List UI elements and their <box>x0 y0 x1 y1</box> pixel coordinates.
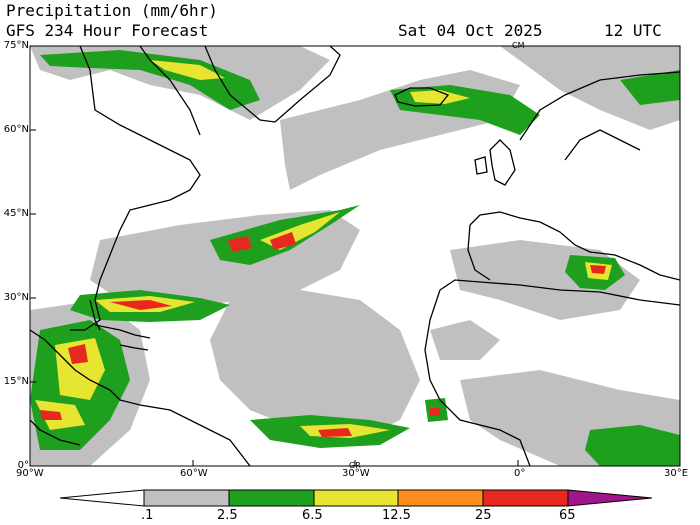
very-heavy-precip-areas <box>40 232 606 437</box>
lon-label-30w: 30°W <box>342 468 370 479</box>
colorbar-band-moderate <box>228 489 315 507</box>
axis-ticks <box>30 129 519 466</box>
lat-label-0: 0° <box>17 460 29 471</box>
colorbar-label-2: 6.5 <box>302 508 323 523</box>
lat-label-45n: 45°N <box>3 208 29 219</box>
lon-label-60w: 60°W <box>180 468 208 479</box>
chart-title: Precipitation (mm/6hr) <box>6 1 218 20</box>
colorbar-band-light <box>143 489 230 507</box>
lat-label-15n: 15°N <box>3 376 29 387</box>
colorbar-label-3: 12.5 <box>382 508 411 523</box>
lon-label-90w: 90°W <box>16 468 44 479</box>
lat-label-75n: 75°N <box>3 40 29 51</box>
colorbar-label-4: 25 <box>475 508 492 523</box>
marker-label-cm: CM <box>512 41 525 50</box>
colorbar-label-0: .1 <box>141 508 154 523</box>
colorbar-label-1: 2.5 <box>217 508 238 523</box>
lat-label-30n: 30°N <box>3 292 29 303</box>
lon-label-30e: 30°E <box>664 468 689 479</box>
valid-date: Sat 04 Oct 2025 <box>398 21 543 40</box>
colorbar <box>59 489 653 507</box>
colorbar-band-intense <box>482 489 569 507</box>
colorbar-label-5: 65 <box>559 508 576 523</box>
lat-label-60n: 60°N <box>3 124 29 135</box>
coastlines <box>30 46 680 466</box>
forecast-subtitle: GFS 234 Hour Forecast <box>6 21 209 40</box>
lon-label-0: 0° <box>514 468 526 479</box>
colorbar-band-very-heavy <box>397 489 484 507</box>
marker-label-gr: GR <box>349 461 361 470</box>
valid-hour: 12 UTC <box>604 21 662 40</box>
colorbar-low-arrow <box>59 489 145 507</box>
colorbar-band-heavy <box>313 489 399 507</box>
colorbar-high-arrow <box>567 489 653 507</box>
